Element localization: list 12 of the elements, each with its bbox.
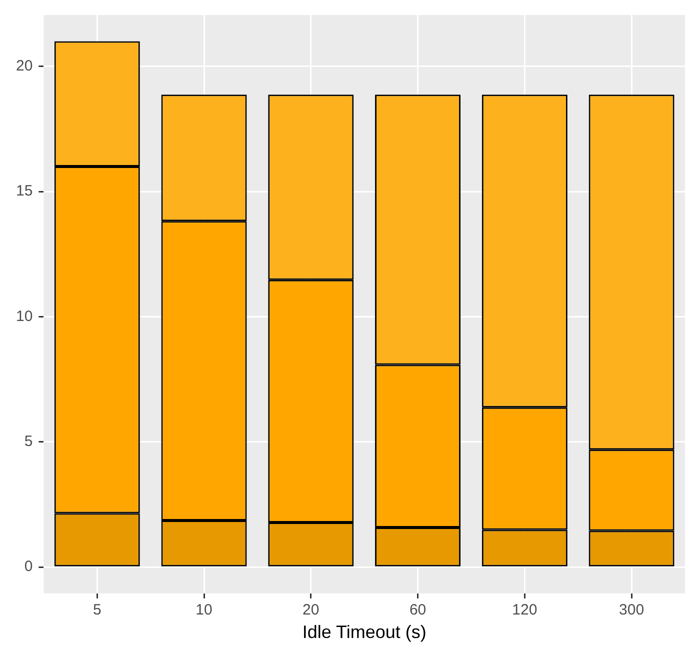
x-tick-label: 5 (92, 602, 102, 619)
x-tick-label: 60 (409, 602, 426, 619)
y-tick-label: 5 (24, 433, 33, 450)
x-tick-label: 120 (512, 602, 538, 619)
y-tick-label: 20 (16, 57, 33, 74)
y-tick-label: 15 (16, 182, 33, 200)
y-tick-label: 10 (16, 308, 33, 325)
x-axis-title: Idle Timeout (s) (302, 622, 426, 642)
x-tick-label: 10 (196, 602, 212, 619)
y-tick-label: 0 (24, 558, 33, 576)
x-tick-label: 300 (619, 602, 644, 619)
x-tick-label: 20 (302, 602, 320, 619)
